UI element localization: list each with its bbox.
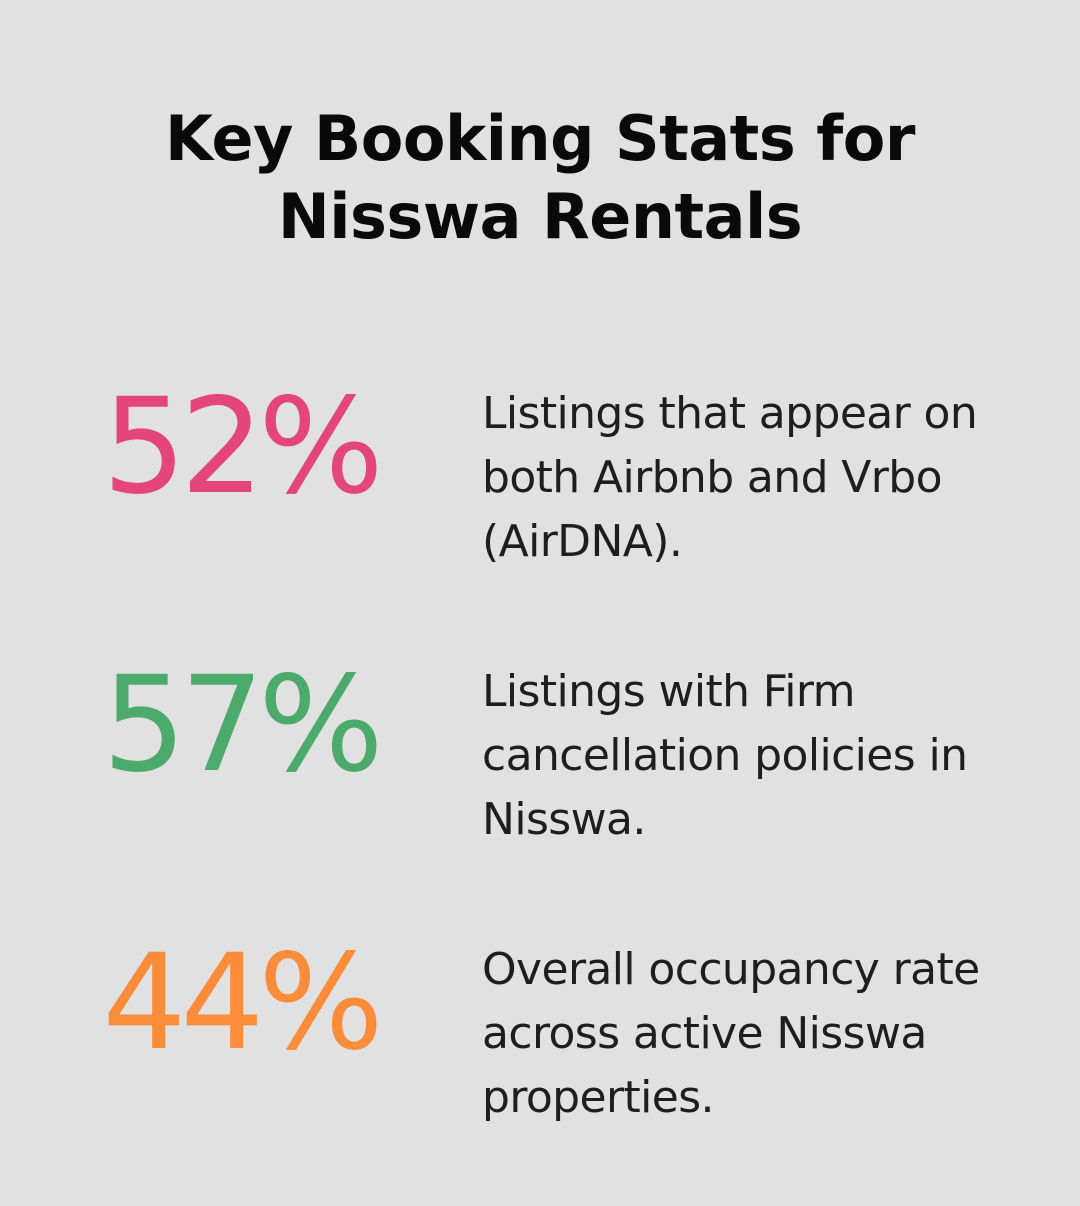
page-title: Key Booking Stats for Nisswa Rentals — [0, 100, 1080, 256]
stat-description: Overall occupancy rate across active Nis… — [482, 938, 1042, 1130]
title-line-2: Nisswa Rentals — [277, 180, 803, 253]
stat-description-line: Listings with Firm — [482, 666, 856, 717]
stat-description-line: both Airbnb and Vrbo — [482, 452, 943, 503]
stat-value: 44% — [102, 926, 383, 1080]
stat-description-line: Overall occupancy rate — [482, 944, 980, 995]
stat-value: 57% — [102, 648, 383, 802]
stat-description-line: across active Nisswa — [482, 1008, 927, 1059]
stat-block-occupancy-rate: 44% Overall occupancy rate across active… — [0, 928, 1080, 1128]
stat-description-line: (AirDNA). — [482, 516, 683, 567]
stat-value: 52% — [102, 370, 383, 524]
stat-description-line: Listings that appear on — [482, 388, 978, 439]
title-line-1: Key Booking Stats for — [165, 102, 915, 175]
stat-description-line: properties. — [482, 1072, 715, 1123]
stat-description: Listings that appear on both Airbnb and … — [482, 382, 1042, 574]
stat-block-listings-both-platforms: 52% Listings that appear on both Airbnb … — [0, 372, 1080, 572]
stat-block-firm-cancellation: 57% Listings with Firm cancellation poli… — [0, 650, 1080, 850]
stat-description-line: cancellation policies in — [482, 730, 968, 781]
stat-description: Listings with Firm cancellation policies… — [482, 660, 1042, 852]
stat-description-line: Nisswa. — [482, 794, 646, 845]
